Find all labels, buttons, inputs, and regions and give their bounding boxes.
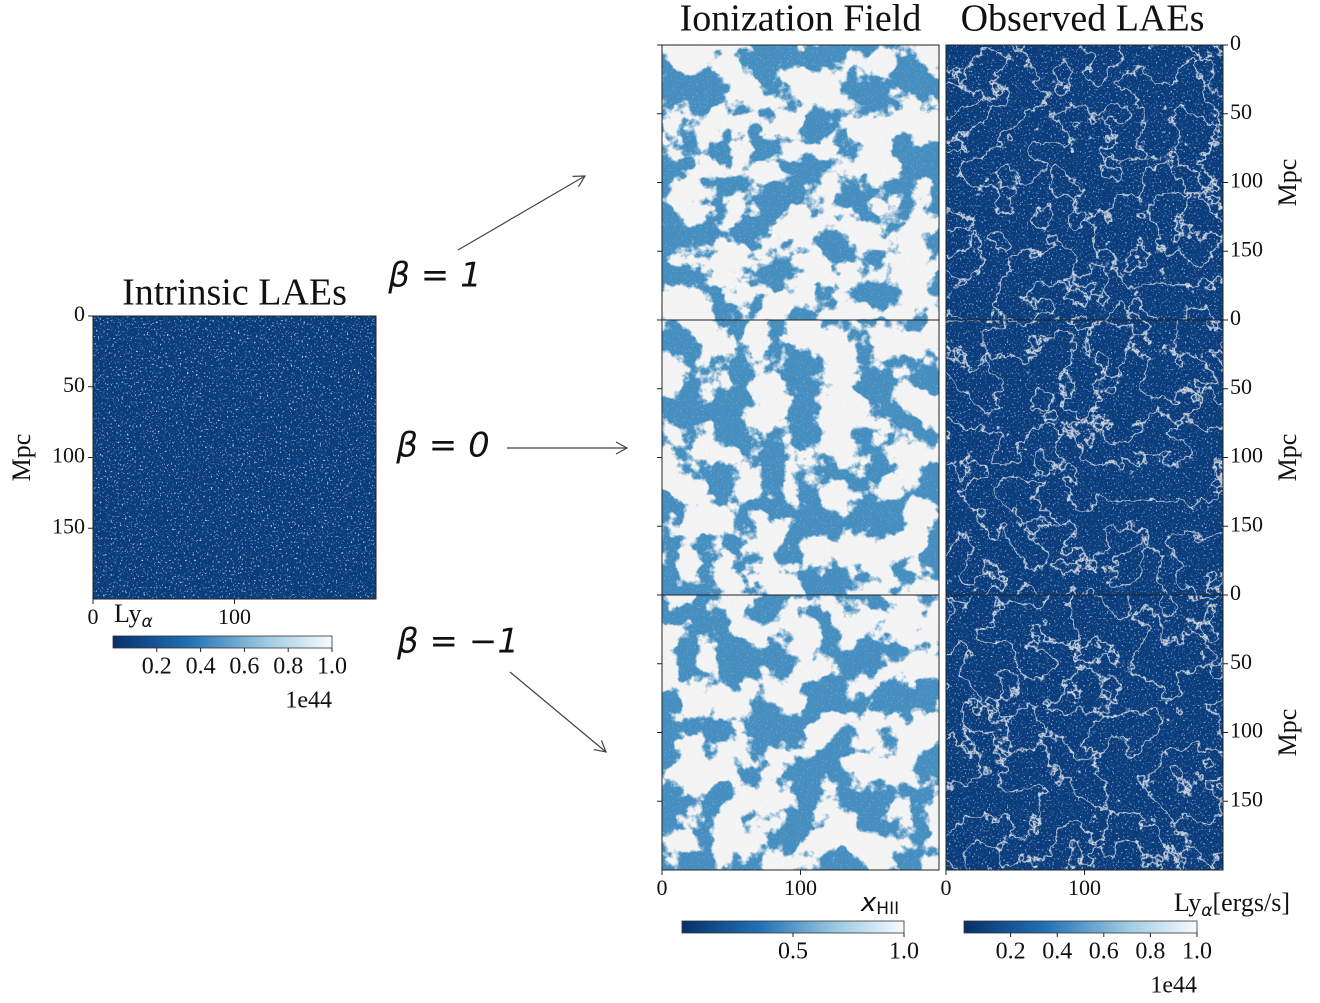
y-tick-label: 0: [1230, 580, 1241, 605]
y-tick-label: 50: [1230, 99, 1252, 124]
colorbar-tick-label: 0.2: [996, 939, 1026, 965]
observed-contours: [946, 595, 1223, 870]
colorbar-label: Lyα[ergs/s]: [1174, 888, 1290, 921]
colorbar-label-sub: α: [141, 612, 152, 632]
ionization-speckle: [662, 320, 939, 595]
row-label: β = −1: [396, 622, 519, 662]
x-tick-label: 0: [88, 604, 99, 629]
colorbar-tick-label: 0.8: [273, 654, 303, 680]
colorbar: [682, 921, 904, 933]
colorbar-tick-label: 0.5: [778, 939, 808, 965]
arrow: [510, 672, 606, 752]
ionization-speckle: [662, 45, 939, 320]
y-tick-label: 150: [1230, 236, 1263, 261]
y-tick-label: 50: [1230, 374, 1252, 399]
ionization-speckle: [662, 595, 939, 870]
colorbar: [964, 921, 1197, 933]
colorbar-offset: 1e44: [1150, 973, 1197, 999]
y-tick-label: 150: [1230, 786, 1263, 811]
y-tick-label: 100: [1230, 168, 1263, 193]
colorbar-label-suffix: [ergs/s]: [1212, 888, 1290, 917]
y-tick-label: 50: [63, 372, 85, 397]
x-tick-label: 100: [218, 604, 251, 629]
row-label: β = 0: [395, 426, 489, 466]
colorbar-tick-label: 0.4: [186, 654, 216, 680]
colorbar-label-text: Ly: [114, 599, 141, 628]
row-label: β = 1: [387, 256, 481, 296]
y-tick-label: 100: [1230, 718, 1263, 743]
colorbar-tick-label: 0.8: [1135, 939, 1165, 965]
colorbar-offset: 1e44: [285, 688, 332, 714]
y-axis-label: Mpc: [1273, 434, 1302, 482]
x-tick-label: 100: [784, 875, 817, 900]
x-tick-label: 0: [657, 875, 668, 900]
colorbar-tick-label: 0.6: [1089, 939, 1119, 965]
y-tick-label: 100: [52, 443, 85, 468]
colorbar-tick-label: 0.6: [229, 654, 259, 680]
column-title: Ionization Field: [680, 0, 922, 40]
y-axis-label: Mpc: [7, 434, 36, 482]
panel-title: Intrinsic LAEs: [122, 272, 347, 314]
observed-contours: [946, 320, 1223, 595]
y-tick-label: 150: [52, 513, 85, 538]
figure: Intrinsic LAEs Mpc 0 50 100 150 0 100 0.2 0.4 0.6 0…: [0, 0, 1320, 1003]
y-tick-label: 150: [1230, 511, 1263, 536]
y-tick-label: 0: [1230, 30, 1241, 55]
colorbar-label-text: Ly: [1174, 888, 1201, 917]
colorbar-label: Lyα: [114, 599, 153, 632]
x-tick-label: 100: [1068, 875, 1101, 900]
colorbar: [113, 636, 332, 648]
y-axis-label: Mpc: [1273, 159, 1302, 207]
y-tick-label: 50: [1230, 649, 1252, 674]
colorbar-tick-label: 0.2: [142, 654, 172, 680]
y-axis-label: Mpc: [1273, 709, 1302, 757]
colorbar-label: xHII: [860, 888, 899, 920]
column-title: Observed LAEs: [961, 0, 1205, 40]
colorbar-label-sub: α: [1201, 901, 1212, 921]
heatmap-speckle: [93, 316, 376, 599]
colorbar-tick-label: 1.0: [889, 939, 919, 965]
arrow: [458, 176, 585, 250]
x-tick-label: 0: [941, 875, 952, 900]
colorbar-tick-label: 1.0: [1182, 939, 1212, 965]
colorbar-label-sub: HII: [876, 899, 899, 919]
y-tick-label: 0: [74, 301, 85, 326]
y-tick-label: 0: [1230, 305, 1241, 330]
y-tick-label: 100: [1230, 443, 1263, 468]
observed-contours: [946, 45, 1223, 320]
colorbar-tick-label: 1.0: [317, 654, 347, 680]
colorbar-tick-label: 0.4: [1042, 939, 1072, 965]
colorbar-label-text: x: [860, 888, 877, 918]
